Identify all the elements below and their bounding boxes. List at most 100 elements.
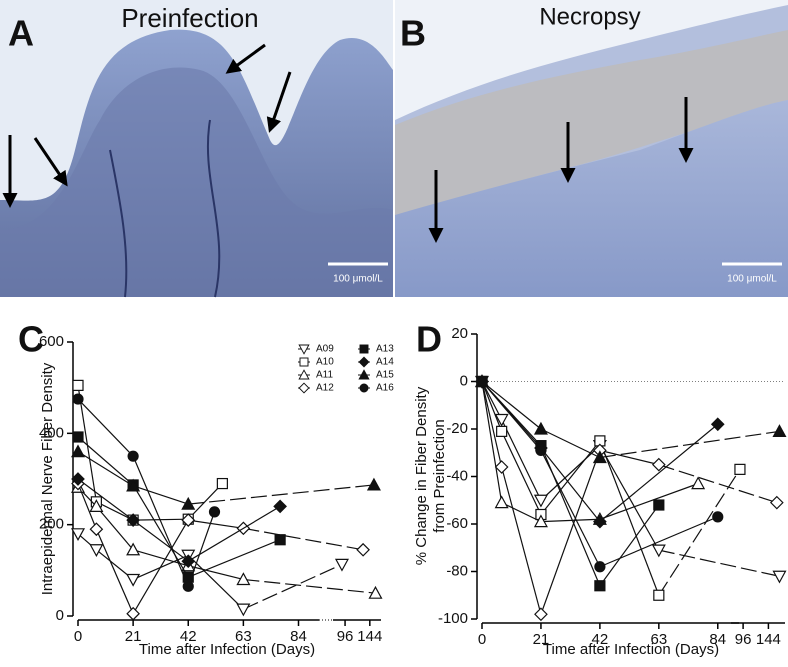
marker xyxy=(651,457,666,472)
line-segment xyxy=(481,381,503,432)
x-tick-label: 96 xyxy=(735,631,752,648)
scale-bar-label: 100 μmol/L xyxy=(727,274,777,285)
marker xyxy=(216,477,228,490)
marker xyxy=(71,472,85,486)
line-segment xyxy=(96,501,134,521)
marker xyxy=(494,495,509,509)
line-segment xyxy=(481,381,503,468)
y-axis-label: % Change in Fiber Density xyxy=(413,386,430,565)
series xyxy=(71,476,370,621)
marker xyxy=(274,534,286,546)
marker xyxy=(710,417,725,432)
marker xyxy=(535,444,547,456)
x-tick-label: 144 xyxy=(756,631,781,648)
scale-bar-label: 100 μmol/L xyxy=(333,274,383,285)
marker xyxy=(89,499,104,512)
marker xyxy=(653,589,665,601)
line-segment xyxy=(95,506,134,551)
series xyxy=(72,393,221,592)
line-segment xyxy=(599,430,780,459)
y-tick-label: 20 xyxy=(451,325,468,342)
x-tick-label: 84 xyxy=(709,631,726,648)
line-segment xyxy=(540,518,600,523)
series xyxy=(474,374,787,464)
line-segment xyxy=(187,554,244,610)
line-segment xyxy=(77,483,97,530)
legend-label: A09 xyxy=(316,344,334,355)
line-segment xyxy=(77,385,97,502)
x-tick-label: 0 xyxy=(478,631,486,648)
marker xyxy=(89,544,104,558)
legend-label: A13 xyxy=(376,344,394,355)
y-tick-label: -100 xyxy=(438,610,468,627)
line-segment xyxy=(599,423,719,523)
x-tick-label: 0 xyxy=(74,628,82,645)
y-axis-label: from Preinfection xyxy=(431,419,448,532)
line-segment xyxy=(501,419,542,501)
line-segment xyxy=(132,519,189,615)
line-segment xyxy=(658,469,741,596)
marker xyxy=(89,522,104,537)
line-segment xyxy=(540,450,601,568)
line-segment xyxy=(501,431,542,515)
x-tick-label: 144 xyxy=(357,628,382,645)
marker xyxy=(494,413,509,427)
series xyxy=(71,472,287,569)
y-tick-label: 600 xyxy=(39,333,64,350)
line-segment xyxy=(481,381,503,420)
marker xyxy=(70,528,86,542)
marker xyxy=(236,603,251,617)
marker xyxy=(651,544,666,558)
marker xyxy=(356,542,370,557)
panel-letter: B xyxy=(400,13,426,54)
marker xyxy=(594,561,606,573)
marker xyxy=(298,369,310,380)
marker xyxy=(299,357,309,367)
marker xyxy=(496,425,508,437)
legend: A09 A10 A11 A12 A13 A14 A15 A16 xyxy=(298,344,394,394)
x-tick-label: 42 xyxy=(180,628,197,645)
y-tick-label: -40 xyxy=(446,467,468,484)
line-segment xyxy=(481,381,542,430)
x-tick-label: 21 xyxy=(533,631,550,648)
x-axis-label: Time after Infection (Days) xyxy=(139,641,315,658)
legend-label: A14 xyxy=(376,357,394,368)
line-segment xyxy=(540,440,601,515)
micrograph-a: 100 μmol/L A Preinfection xyxy=(0,0,393,298)
line-segment xyxy=(188,565,244,581)
line-segment xyxy=(599,516,719,568)
marker xyxy=(298,382,310,394)
marker xyxy=(126,478,141,492)
marker xyxy=(334,558,349,572)
line-segment xyxy=(481,381,542,451)
marker xyxy=(298,344,310,355)
marker xyxy=(181,513,196,527)
marker xyxy=(208,506,221,518)
line-segment xyxy=(77,436,134,486)
legend-label: A16 xyxy=(376,383,394,394)
line-segment xyxy=(187,483,223,520)
marker xyxy=(368,585,383,599)
line-segment xyxy=(187,505,281,562)
x-tick-label: 63 xyxy=(235,628,252,645)
marker xyxy=(533,494,548,508)
image-title: Preinfection xyxy=(121,3,258,33)
line-segment xyxy=(77,451,134,487)
line-segment xyxy=(77,478,134,521)
marker xyxy=(358,369,370,380)
line-segment xyxy=(599,504,660,587)
x-tick-label: 96 xyxy=(337,628,354,645)
series xyxy=(474,374,706,528)
marker xyxy=(769,495,784,510)
marker xyxy=(772,424,787,437)
marker xyxy=(772,570,787,584)
legend-label: A10 xyxy=(316,357,334,368)
y-tick-label: 0 xyxy=(460,372,468,389)
line-segment xyxy=(540,447,601,522)
marker xyxy=(181,554,196,569)
marker xyxy=(691,476,706,490)
line-segment xyxy=(243,527,364,551)
x-tick-label: 42 xyxy=(592,631,609,648)
marker xyxy=(126,573,141,587)
